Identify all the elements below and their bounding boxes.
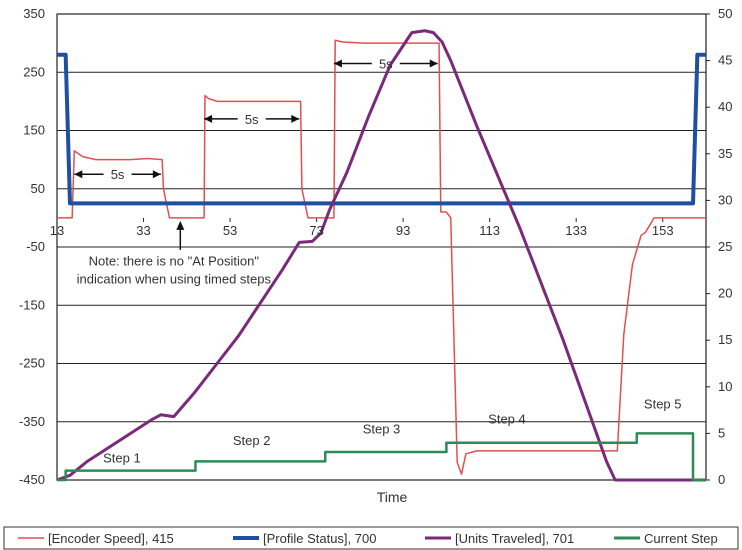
series-layer [56,29,706,482]
x-tick-1: 33 [136,223,150,238]
legend-label-3: Current Step [644,531,718,546]
legend-label-2: [Units Traveled], 701 [455,531,574,546]
annotation-5: Step 1 [103,451,141,466]
note-pointer-head [176,220,185,230]
annotation-9: Step 5 [644,396,682,411]
y-right-tick-9: 5 [718,425,725,440]
arrowhead-left-1 [204,114,213,123]
y-right-tick-8: 10 [718,379,732,394]
tick-labels: 35025015050-50-150-250-350-4505045403530… [19,6,733,487]
y-right-tick-7: 15 [718,332,732,347]
legend-items: [Encoder Speed], 415 [Profile Status], 70… [3,526,739,550]
y-left-tick-8: -450 [19,472,45,487]
y-right-tick-3: 35 [718,146,732,161]
arrowhead-left-0 [74,170,83,179]
duration-label-1: 5s [245,112,259,127]
annotation-6: Step 2 [233,433,271,448]
y-right-tick-2: 40 [718,99,732,114]
y-left-tick-4: -50 [26,239,45,254]
arrowhead-right-0 [152,170,161,179]
arrowhead-right-1 [291,114,300,123]
series-line-3 [57,432,706,482]
x-tick-3: 73 [309,223,323,238]
series-line-0 [57,39,706,475]
annotation-7: Step 3 [363,421,401,436]
series-line-2 [56,29,706,482]
series-line-1 [57,52,706,206]
x-tick-4: 93 [396,223,410,238]
x-axis-title: Time [377,489,408,505]
y-right-tick-0: 50 [718,6,732,21]
y-right-tick-4: 30 [718,192,732,207]
y-right-tick-1: 45 [718,53,732,68]
x-tick-2: 53 [223,223,237,238]
annotations: 5s 5s 5s Note: there is no "At Position" ind… [74,57,682,466]
y-right-tick-6: 20 [718,286,732,301]
x-tick-0: 13 [50,223,64,238]
duration-label-2: 5s [379,57,393,72]
x-tick-5: 113 [479,223,500,238]
y-left-tick-6: -250 [19,356,45,371]
y-right-tick-10: 0 [718,472,725,487]
legend-label-0: [Encoder Speed], 415 [48,531,174,546]
y-right-tick-5: 25 [718,239,732,254]
plot-frame [56,13,710,481]
x-tick-7: 153 [652,223,674,238]
y-left-tick-3: 50 [31,181,45,196]
legend-label-1: [Profile Status], 700 [263,531,376,546]
y-left-tick-0: 350 [23,6,45,21]
annotation-8: Step 4 [488,411,526,426]
x-tick-6: 133 [565,223,587,238]
legend-box [3,526,739,550]
annotation-3: Note: there is no "At Position" [89,254,260,269]
annotation-4: indication when using timed steps [77,272,272,287]
y-left-tick-1: 250 [23,64,45,79]
y-left-tick-2: 150 [23,123,45,138]
duration-label-0: 5s [111,167,125,182]
arrowhead-right-2 [429,59,438,68]
arrowhead-left-2 [333,59,342,68]
y-left-tick-7: -350 [19,414,45,429]
y-left-tick-5: -150 [19,297,45,312]
